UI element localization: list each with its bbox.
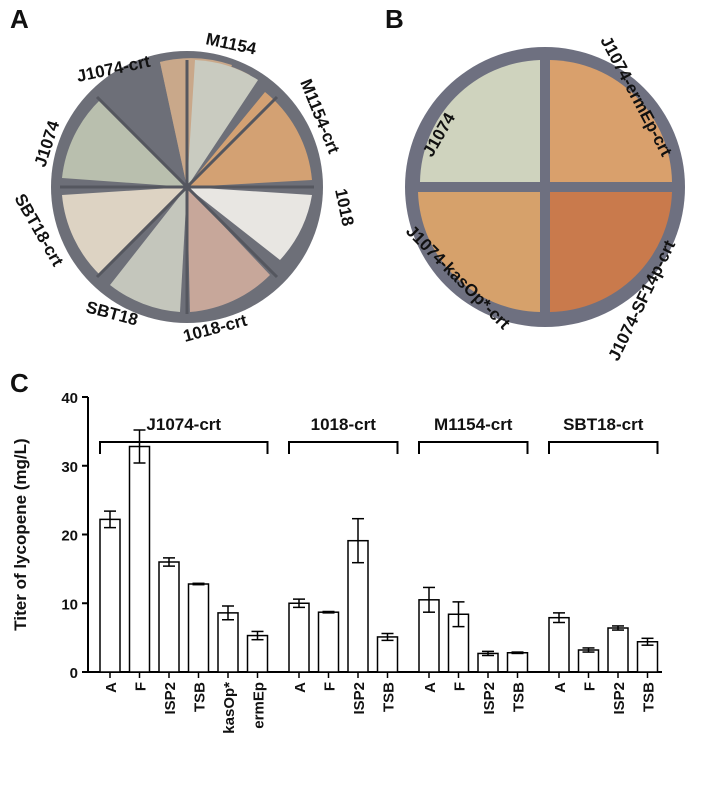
streak [420,60,540,182]
y-tick-label: 0 [70,665,78,682]
plate-label: 1018 [331,187,357,228]
streak [62,187,187,275]
streak [187,187,312,260]
bar [158,561,180,673]
bar [217,612,239,673]
x-tick-label: F [452,682,469,691]
x-tick-label: A [103,682,120,693]
y-tick-label: 10 [61,596,78,613]
group-label: J1074-crt [146,415,221,434]
x-tick-label: kasOp* [221,682,238,734]
x-tick-label: F [582,682,599,691]
bar [607,627,629,673]
streak [418,192,540,312]
group-bracket [99,441,269,454]
group-label: SBT18-crt [563,415,644,434]
streak [187,60,258,187]
bar [288,602,310,673]
y-tick-label: 40 [61,390,78,407]
y-tick-label: 20 [61,528,78,545]
x-tick-label: F [322,682,339,691]
x-tick-label: A [292,682,309,693]
group-bracket [418,441,529,454]
bar [636,641,659,673]
x-tick-label: TSB [192,682,209,712]
streak [62,100,187,187]
streak [187,92,312,187]
panel-label: C [10,368,29,398]
bar-chart: 0 10 20 30 40 Titer of lycopene (mg/L) A F ISP2 T… [11,390,662,734]
group-label: M1154-crt [434,415,513,434]
bar [128,445,151,673]
y-tick-label: 30 [61,459,78,476]
x-tick-label: TSB [381,682,398,712]
streak [550,192,672,312]
x-tick-label: ISP2 [481,682,498,715]
panel-label: A [10,4,29,34]
bar [317,611,340,673]
streak [110,187,187,312]
x-tick-label: TSB [511,682,528,712]
x-tick-label: A [422,682,439,693]
x-tick-label: TSB [641,682,658,712]
x-tick-label: ISP2 [351,682,368,715]
streak [550,60,672,182]
bar [506,652,529,673]
divider [60,60,314,314]
bar [548,616,570,673]
bar [246,634,269,673]
bar [99,518,121,673]
x-tick-label: A [552,682,569,693]
plate-b [405,47,685,327]
bar [376,636,399,673]
x-tick-label: ermEp [251,682,268,729]
bar [577,649,600,673]
group-bracket [548,441,659,454]
x-tick-label: ISP2 [611,682,628,715]
plate-a [51,51,323,323]
x-tick-label: ISP2 [162,682,179,715]
group-label: 1018-crt [311,415,377,434]
streak [187,187,270,312]
panel-label: B [385,4,404,34]
x-tick-label: F [133,682,150,691]
y-axis-title: Titer of lycopene (mg/L) [11,438,30,630]
group-bracket [288,441,399,454]
bar [187,583,210,673]
